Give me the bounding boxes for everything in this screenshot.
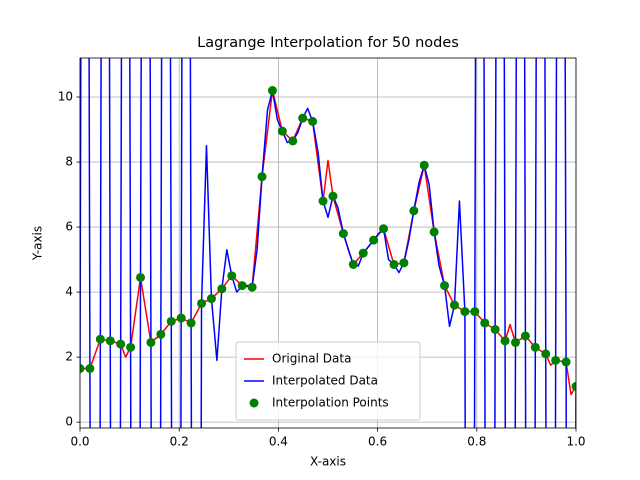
data-point [460, 307, 470, 317]
y-tick-label: 10 [58, 90, 73, 104]
data-point [257, 172, 267, 182]
data-point [126, 342, 136, 352]
data-point [419, 160, 429, 170]
data-point [440, 281, 450, 291]
data-point [136, 272, 146, 282]
data-point [95, 334, 105, 344]
data-point [369, 235, 379, 245]
data-point [510, 337, 520, 347]
legend-label: Interpolation Points [272, 396, 389, 410]
data-point [480, 318, 490, 328]
data-point [409, 206, 419, 216]
data-point [116, 339, 126, 349]
data-point [206, 294, 216, 304]
legend-label: Interpolated Data [272, 374, 378, 388]
data-point [348, 259, 358, 269]
data-point [166, 316, 176, 326]
ticks: 0.0 0.2 0.4 0.6 0.8 1.0 0 2 4 6 8 10 [58, 90, 586, 449]
data-point [541, 349, 551, 359]
data-point [298, 113, 308, 123]
data-point [571, 381, 576, 391]
data-point [328, 191, 338, 201]
x-axis-label: X-axis [310, 455, 346, 469]
x-tick-label: 0.0 [70, 435, 89, 449]
legend: Original Data Interpolated Data Interpolat… [235, 341, 421, 421]
data-point [277, 126, 287, 136]
plot-area [80, 58, 576, 428]
y-axis-label: Y-axis [31, 226, 45, 261]
data-point [186, 318, 196, 328]
data-point [490, 324, 500, 334]
x-tick-label: 0.6 [368, 435, 387, 449]
data-point [288, 136, 298, 146]
legend-label: Original Data [272, 352, 351, 366]
data-point [227, 271, 237, 281]
data-point [267, 86, 277, 96]
legend-box [235, 341, 421, 421]
data-point [318, 196, 328, 206]
data-point [379, 224, 389, 234]
y-tick-label: 4 [65, 285, 73, 299]
chart-title: Lagrange Interpolation for 50 nodes [197, 35, 459, 51]
data-point [449, 300, 459, 310]
x-tick-label: 0.8 [467, 435, 486, 449]
data-line [80, 58, 576, 428]
data-point [500, 336, 510, 346]
x-tick-label: 0.2 [170, 435, 189, 449]
data-point [470, 307, 480, 317]
data-point [358, 248, 368, 258]
y-tick-label: 8 [65, 155, 73, 169]
data-point [197, 298, 207, 308]
data-point [530, 342, 540, 352]
y-tick-label: 6 [65, 220, 73, 234]
data-point [429, 227, 439, 237]
data-point [80, 364, 85, 373]
legend-swatch [249, 398, 259, 408]
data-point [237, 281, 247, 291]
x-tick-label: 1.0 [566, 435, 585, 449]
data-point [156, 329, 166, 339]
x-tick-label: 0.4 [269, 435, 288, 449]
data-point [146, 337, 156, 347]
data-point [247, 282, 257, 292]
data-point [399, 258, 409, 268]
y-tick-label: 0 [65, 415, 73, 429]
data-point [520, 331, 530, 341]
y-tick-label: 2 [65, 350, 73, 364]
data-point [561, 357, 571, 367]
data-point [105, 336, 115, 346]
data-point [338, 229, 348, 239]
data-point [217, 284, 227, 294]
data-point [308, 116, 318, 126]
axes-frame [79, 57, 577, 429]
data-point [85, 364, 95, 374]
data-point [551, 355, 561, 365]
data-point [389, 259, 399, 269]
data-point [176, 313, 186, 323]
